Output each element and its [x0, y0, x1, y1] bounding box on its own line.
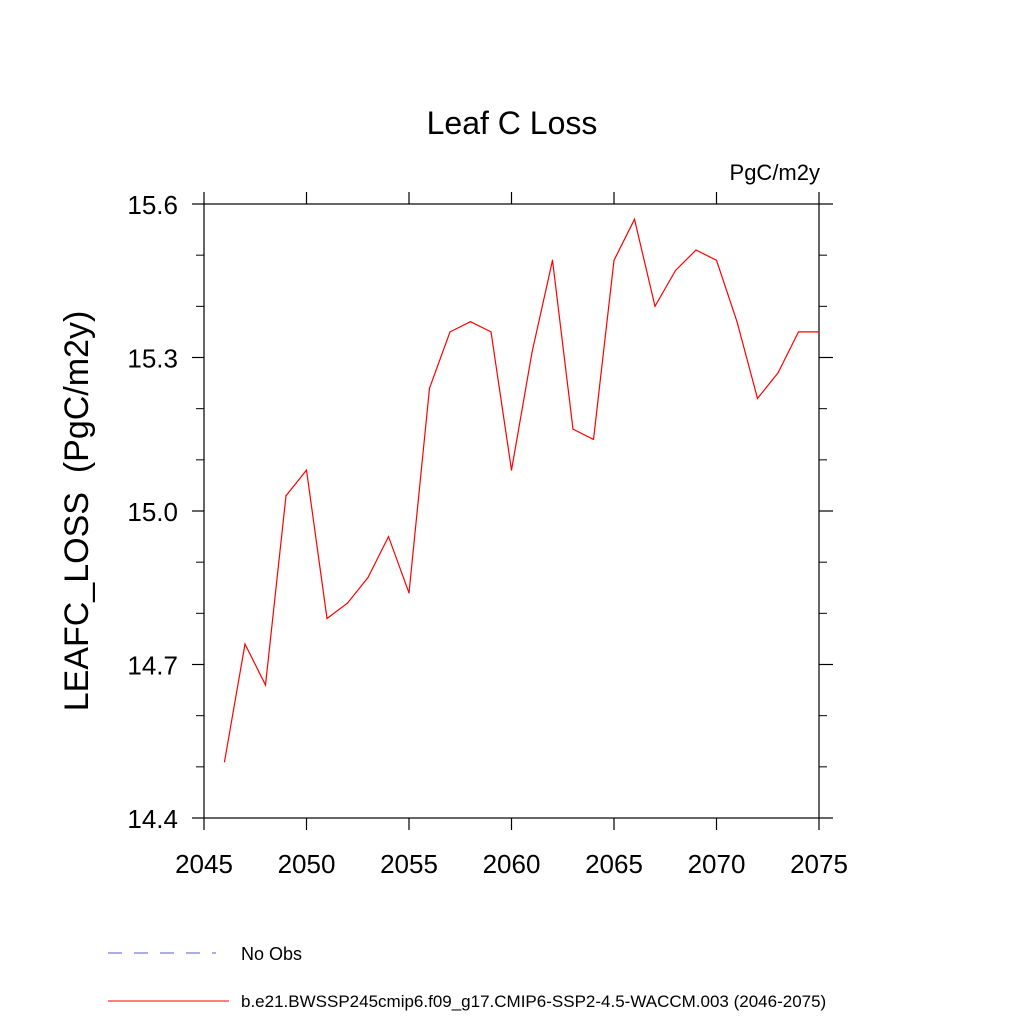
data-point: [572, 428, 574, 430]
series-line: [223, 217, 819, 762]
data-point: [490, 331, 492, 333]
data-point: [264, 684, 267, 686]
data-point: [551, 259, 554, 261]
data-point: [777, 372, 779, 374]
x-tick-label: 2075: [790, 849, 848, 879]
data-point: [428, 387, 431, 389]
data-point: [756, 397, 759, 400]
x-tick-label: 2050: [278, 849, 336, 879]
data-point: [346, 602, 349, 604]
data-point: [408, 592, 410, 594]
x-tick-label: 2055: [380, 849, 438, 879]
data-point: [818, 331, 820, 333]
y-tick-label: 15.3: [127, 344, 178, 374]
data-point: [305, 469, 308, 471]
data-point: [592, 438, 595, 440]
x-tick-label: 2060: [483, 849, 541, 879]
data-point: [285, 495, 287, 497]
data-point: [674, 269, 677, 272]
x-tick-label: 2065: [585, 849, 643, 879]
units-label: PgC/m2y: [730, 160, 820, 185]
data-point: [510, 469, 513, 471]
x-tick-label: 2045: [175, 849, 233, 879]
data-point: [531, 351, 533, 353]
y-axis-label: LEAFC_LOSS (PgC/m2y): [58, 311, 96, 712]
plot-frame: [203, 203, 820, 819]
legend-label-no-obs: No Obs: [241, 944, 302, 964]
y-tick-label: 15.0: [127, 497, 178, 527]
data-point: [244, 643, 246, 645]
data-point: [367, 576, 369, 579]
series-group: [223, 217, 820, 763]
data-point: [633, 218, 636, 220]
x-tick-label: 2070: [688, 849, 746, 879]
legend-label-model: b.e21.BWSSP245cmip6.f09_g17.CMIP6-SSP2-4…: [241, 992, 826, 1011]
data-point: [387, 535, 390, 538]
y-tick-label: 14.7: [127, 651, 178, 681]
data-point: [469, 321, 472, 323]
chart-title: Leaf C Loss: [427, 105, 598, 141]
tick-labels: 2045 2050 2055 2060 2065 2070 2075 14.4 14.7 15.0…: [127, 190, 848, 879]
data-point: [654, 305, 656, 307]
data-point: [715, 259, 718, 261]
data-point: [326, 617, 328, 620]
data-point: [736, 321, 738, 323]
y-tick-label: 14.4: [127, 804, 178, 834]
data-point: [797, 331, 800, 333]
data-point: [695, 249, 697, 251]
data-point: [613, 259, 615, 261]
legend: No Obs b.e21.BWSSP245cmip6.f09_g17.CMIP6…: [108, 944, 826, 1011]
data-point: [449, 331, 451, 333]
axis-ticks: [192, 192, 833, 830]
data-point: [223, 761, 226, 763]
y-tick-label: 15.6: [127, 190, 178, 220]
